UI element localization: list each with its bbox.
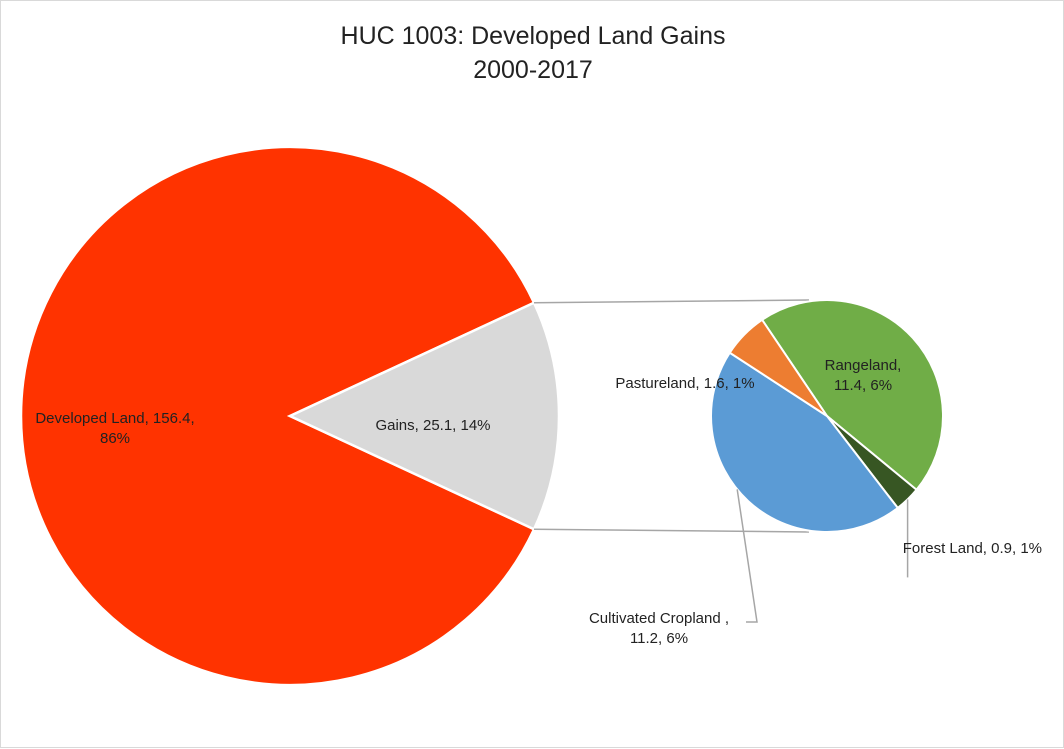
label-gains: Gains, 25.1, 14% [375,417,490,434]
label-developed-land: Developed Land, 156.4, 86% [35,410,194,447]
slice-gains [287,301,561,531]
connector-line-bottom [534,528,810,533]
leader-line-cultivated-cropland [736,489,758,623]
slice-pastureland [728,318,828,417]
chart-title: HUC 1003: Developed Land Gains 2000-2017 [1,19,1064,87]
chart-title-line-2: 2000-2017 [473,56,593,84]
label-pastureland: Pastureland, 1.6, 1% [615,375,754,392]
connector-line-top [534,299,810,304]
slice-developed-land [19,145,536,687]
label-cultivated-cropland: Cultivated Cropland , 11.2, 6% [589,610,729,647]
label-forest-land: Forest Land, 0.9, 1% [903,540,1042,557]
chart-title-line-1: HUC 1003: Developed Land Gains [340,22,726,50]
slice-cultivated-cropland [710,351,900,533]
label-rangeland: Rangeland, 11.4, 6% [825,357,902,394]
slice-rangeland [760,299,944,492]
